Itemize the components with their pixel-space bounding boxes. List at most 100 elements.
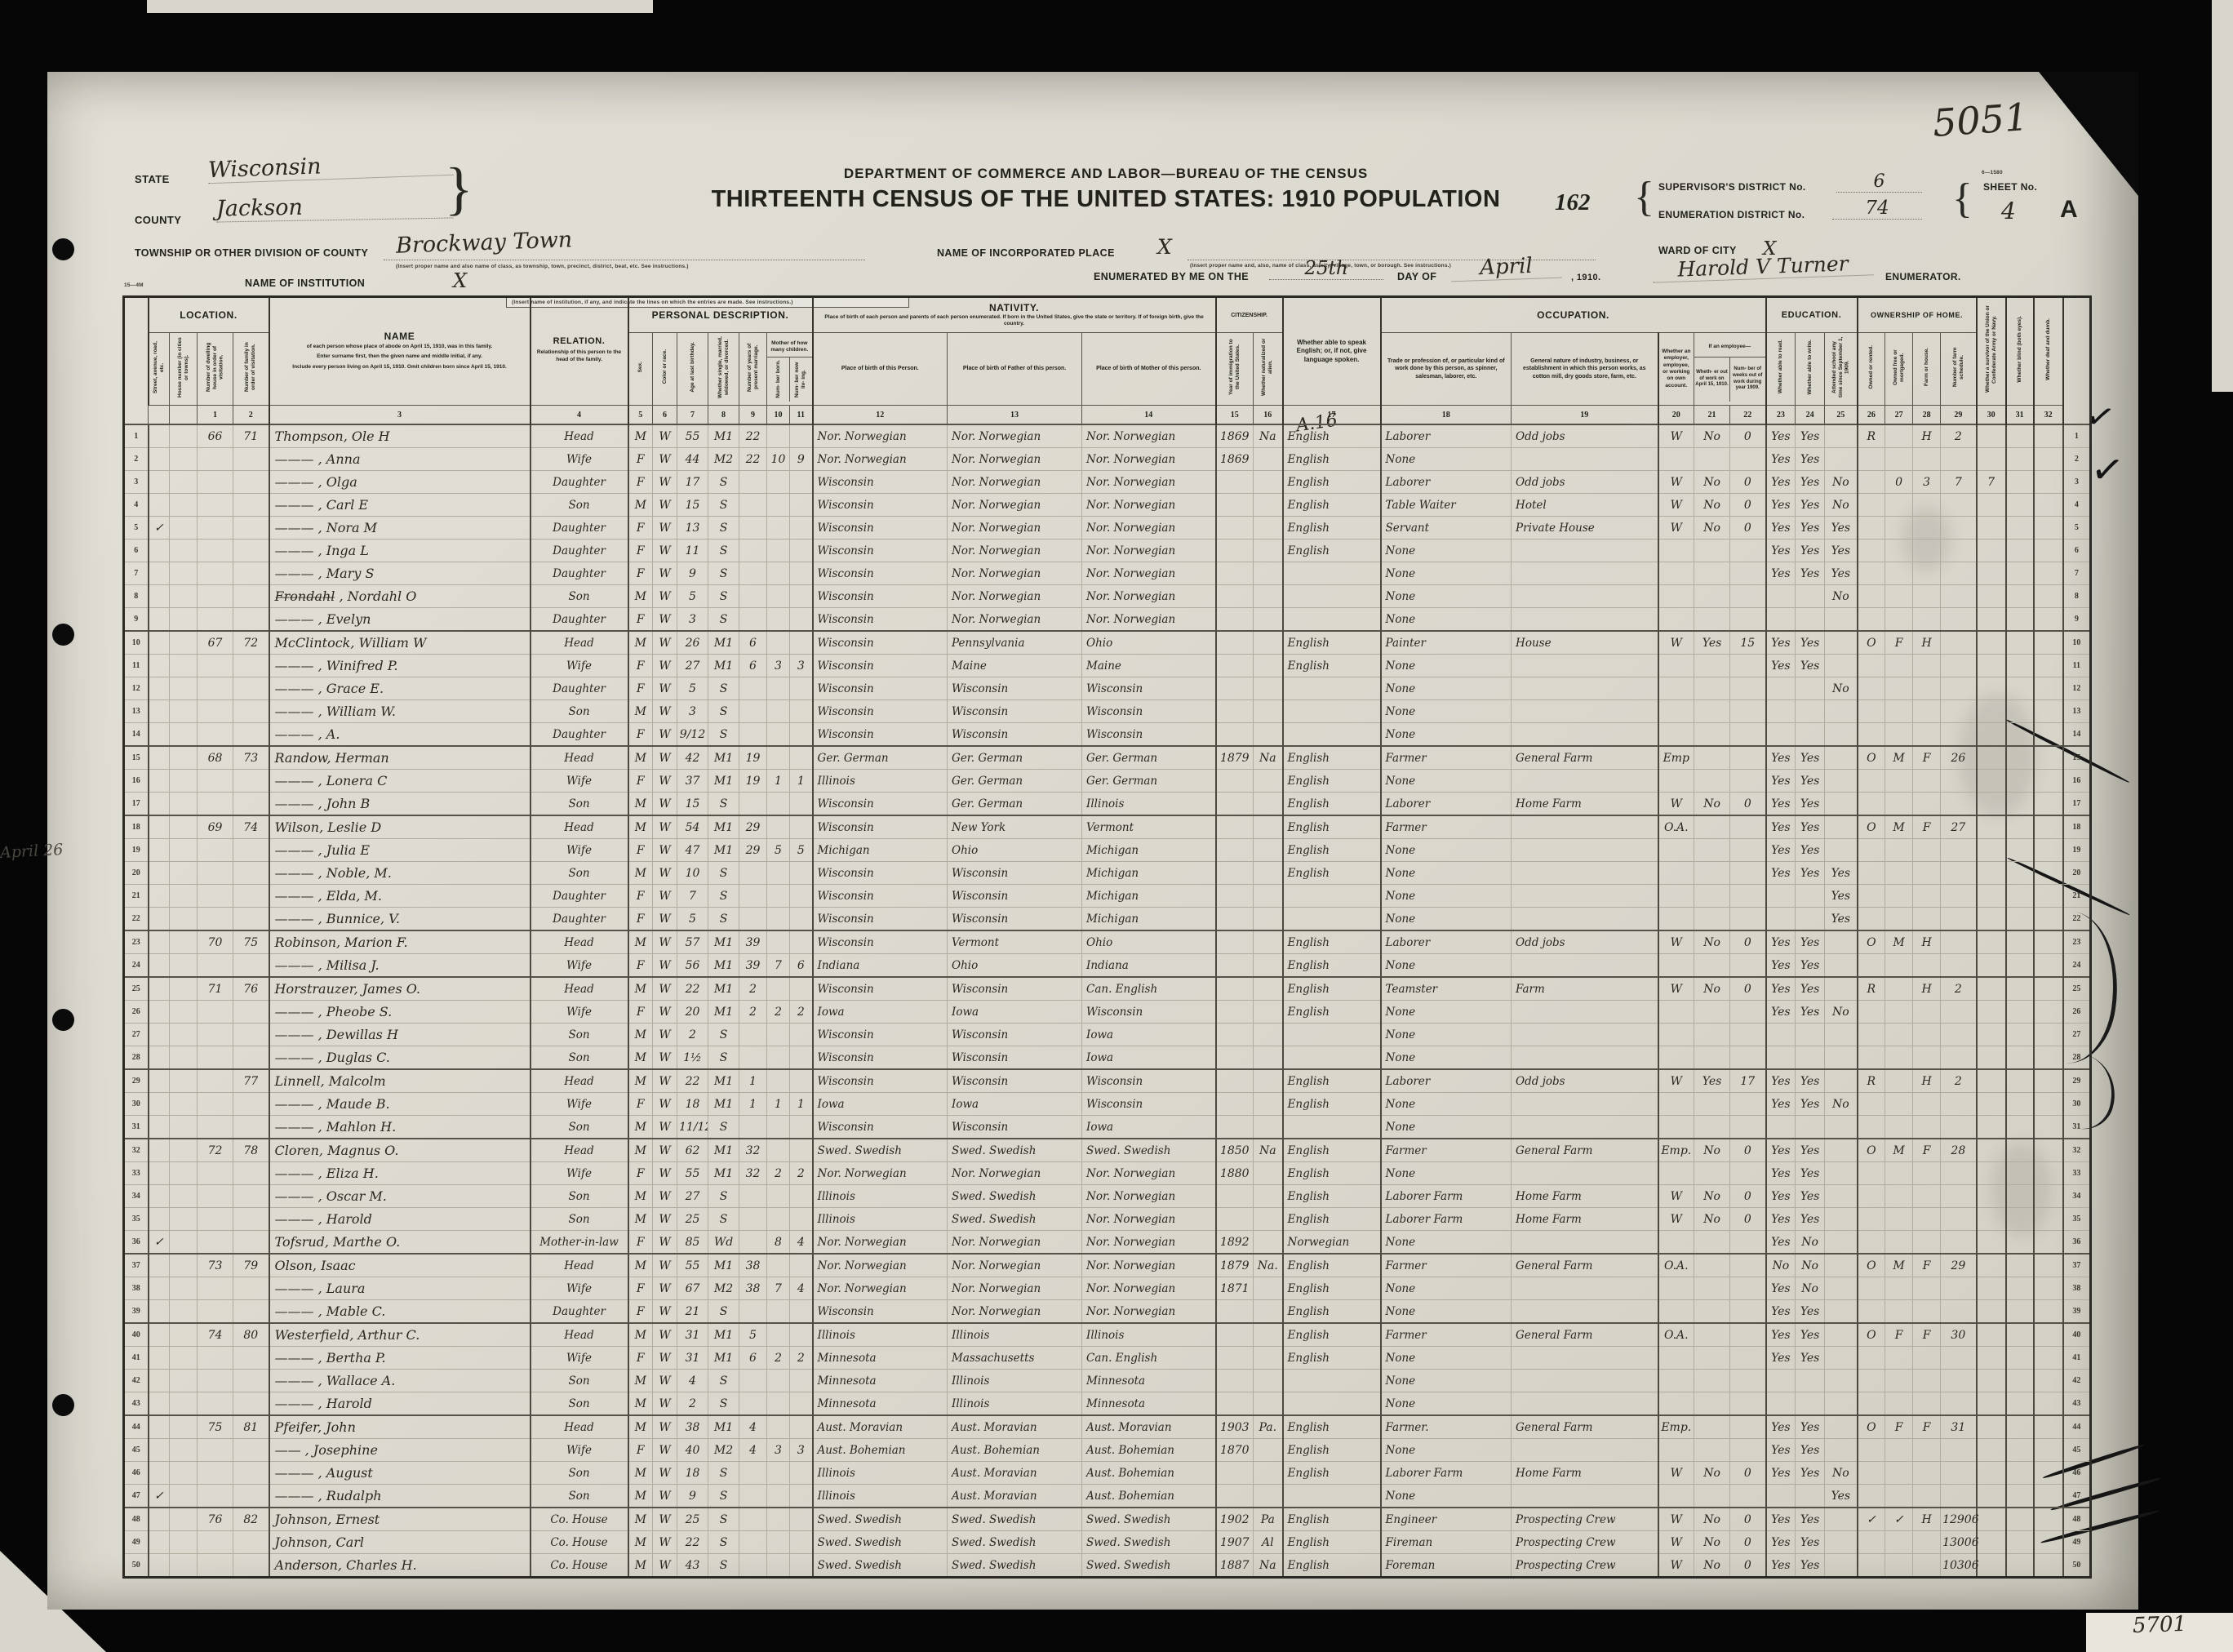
census-cell: English: [1281, 1346, 1382, 1370]
census-cell: 13006: [1940, 1530, 1979, 1554]
census-cell: [1940, 539, 1978, 562]
census-cell: W: [652, 1092, 678, 1116]
census-cell: [1729, 1023, 1767, 1046]
census-cell: [232, 1230, 270, 1255]
census-cell: [2004, 424, 2035, 448]
census-cell: [1214, 470, 1254, 494]
census-cell: English: [1281, 654, 1382, 677]
census-cell: Wife: [529, 1438, 629, 1462]
census-cell: [739, 861, 768, 885]
census-cell: [232, 1184, 270, 1208]
census-cell: [1657, 1115, 1695, 1139]
sheet-label: SHEET No.: [1983, 181, 2038, 193]
census-cell: 19: [739, 769, 768, 793]
census-cell: Aust. Moravian: [947, 1414, 1083, 1439]
sex-column-header: Sex.: [627, 332, 654, 406]
census-cell: English: [1281, 1138, 1382, 1162]
census-cell: [1975, 976, 2007, 1001]
census-cell: None: [1379, 1438, 1512, 1462]
census-cell: Head: [529, 1414, 629, 1439]
census-cell: Linnell, Malcolm: [268, 1068, 531, 1093]
census-cell: W: [652, 1484, 678, 1508]
census-cell: [1885, 861, 1914, 885]
census-cell: Yes: [1765, 1092, 1796, 1116]
census-cell: Nor. Norwegian: [1081, 539, 1217, 562]
census-cell: [1912, 677, 1942, 700]
census-cell: Aust. Moravian: [947, 1484, 1083, 1508]
census-cell: 27: [1940, 815, 1978, 839]
census-cell: Yes: [1795, 792, 1826, 816]
census-cell: Prospecting Crew: [1511, 1507, 1659, 1531]
census-cell: Nor. Norwegian: [1081, 424, 1217, 448]
census-cell: [1253, 1392, 1284, 1416]
census-cell: [169, 1000, 198, 1024]
census-cell: [1657, 1161, 1695, 1185]
census-cell: [1912, 838, 1942, 862]
census-cell: [1885, 562, 1914, 585]
census-cell: S: [708, 607, 740, 632]
relation-column-header: RELATION. Relationship of this person to…: [529, 296, 629, 406]
census-cell: 0: [1729, 1138, 1767, 1162]
census-cell: Yes: [1795, 976, 1826, 1001]
census-cell: [2032, 584, 2064, 608]
census-cell: None: [1379, 953, 1512, 978]
census-cell: [1729, 677, 1767, 700]
census-cell: Tofsrud, Marthe O.: [268, 1230, 531, 1255]
census-cell: [197, 607, 233, 632]
census-cell: [197, 677, 233, 700]
census-cell: [232, 516, 270, 540]
census-cell: M1: [708, 630, 740, 655]
census-cell: Emp.: [1657, 1138, 1695, 1162]
census-cell: [1657, 1092, 1695, 1116]
census-cell: [739, 1023, 768, 1046]
census-cell: [1912, 1092, 1942, 1116]
census-cell: [1856, 699, 1886, 723]
census-cell: [2004, 1184, 2035, 1208]
census-cell: Wisconsin: [947, 1023, 1083, 1046]
census-cell: Minnesota: [811, 1369, 948, 1392]
census-cell: Nor. Norwegian: [1081, 1299, 1217, 1324]
census-cell: [1912, 1115, 1942, 1139]
census-cell: 1879: [1214, 745, 1254, 770]
census-cell: [1214, 769, 1254, 793]
census-cell: S: [708, 722, 740, 747]
census-cell: Engineer: [1379, 1507, 1512, 1531]
census-cell: W: [1657, 1068, 1695, 1093]
census-cell: Johnson, Carl: [268, 1530, 531, 1554]
census-cell: 0: [1729, 1530, 1767, 1554]
census-cell: [1657, 607, 1695, 632]
census-cell: Wisconsin: [811, 1068, 948, 1093]
name-desc-3: Include every person living on April 15,…: [292, 363, 507, 370]
census-cell: [1214, 792, 1254, 816]
census-cell: Head: [529, 1138, 629, 1162]
census-cell: F: [627, 769, 654, 793]
census-cell: [789, 1553, 814, 1578]
census-cell: [1511, 1438, 1659, 1462]
census-cell: [2004, 930, 2035, 954]
census-cell: [766, 1207, 791, 1231]
census-cell: [1511, 677, 1659, 700]
census-cell: Daughter: [529, 1299, 629, 1324]
census-cell: Yes: [1824, 861, 1858, 885]
census-cell: Illinois: [1081, 792, 1217, 816]
census-cell: [1694, 953, 1731, 978]
census-cell: M: [627, 1207, 654, 1231]
number-living-header: Num- ber now liv- ing.: [788, 357, 812, 402]
census-cell: [1253, 1023, 1284, 1046]
census-cell: F: [627, 722, 654, 747]
census-cell: [1253, 769, 1284, 793]
census-cell: [147, 654, 170, 677]
census-cell: Illinois: [947, 1392, 1083, 1416]
census-cell: 1907: [1214, 1530, 1254, 1554]
census-cell: 21: [2062, 884, 2092, 908]
census-cell: [2032, 677, 2064, 700]
census-cell: ✓: [147, 1230, 170, 1255]
census-row: 33 ——— , Eliza H. Wife F W 55 M1 32 2 2 Nor. Norwe…: [123, 1161, 2092, 1185]
census-row: 17 ——— , John B Son M W 15 S Wisconsin Ger. Germ…: [123, 792, 2092, 816]
census-cell: 76: [232, 976, 270, 1001]
line-number-column-header: [2062, 296, 2092, 425]
census-cell: ✓: [1885, 1507, 1914, 1531]
day-of-label: DAY OF: [1397, 271, 1437, 282]
census-cell: [1253, 1068, 1284, 1093]
